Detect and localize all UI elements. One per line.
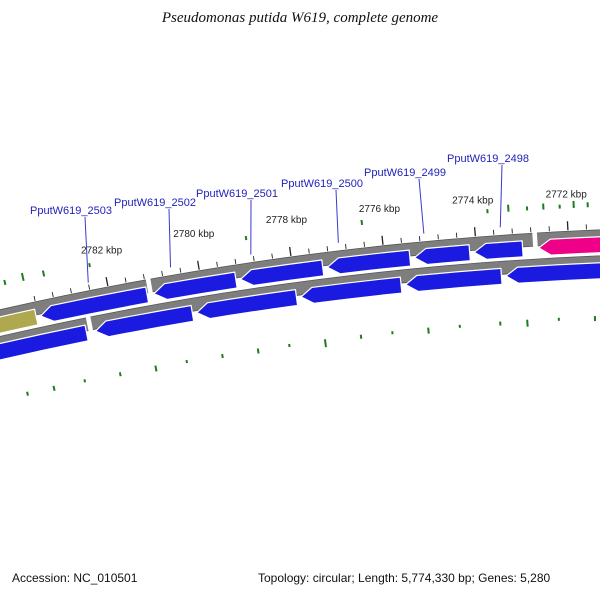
genome-summary-text: Topology: circular; Length: 5,774,330 bp… bbox=[258, 571, 551, 585]
scale-tick-label: 2782 kbp bbox=[81, 246, 123, 257]
scale-minor-tick bbox=[400, 237, 402, 243]
gene-arrow-PputW619_2499[interactable] bbox=[413, 244, 471, 266]
feature-tick bbox=[244, 235, 248, 241]
backbone-gap bbox=[85, 314, 96, 342]
scale-major-tick bbox=[105, 277, 109, 287]
scale-tick-label: 2776 kbp bbox=[359, 204, 401, 215]
gene-arrow[interactable] bbox=[0, 324, 89, 361]
feature-tick bbox=[26, 391, 29, 396]
scale-minor-tick bbox=[363, 241, 365, 247]
backbone-gap bbox=[532, 230, 539, 258]
scale-minor-tick bbox=[88, 284, 91, 290]
scale-tick-label: 2772 kbp bbox=[546, 189, 588, 200]
scale-major-tick bbox=[197, 260, 200, 270]
gene-leader-line bbox=[418, 178, 425, 234]
scale-tick-label: 2778 kbp bbox=[266, 215, 308, 226]
gene-arrow-PputW619_2501[interactable] bbox=[239, 259, 325, 287]
feature-tick bbox=[360, 219, 364, 226]
scale-minor-tick bbox=[308, 248, 310, 254]
feature-tick bbox=[88, 262, 91, 268]
gene-arrow[interactable] bbox=[299, 276, 403, 304]
scale-minor-tick bbox=[51, 292, 54, 298]
gene-arrow-PputW619_2500[interactable] bbox=[326, 249, 412, 275]
scale-major-tick bbox=[289, 246, 292, 257]
scale-minor-tick bbox=[326, 246, 329, 252]
scale-minor-tick bbox=[345, 243, 347, 249]
accession-text: Accession: NC_010501 bbox=[12, 571, 138, 585]
feature-tick bbox=[323, 339, 327, 348]
scale-minor-tick bbox=[124, 277, 127, 283]
gene-arrow[interactable] bbox=[94, 304, 195, 338]
scale-minor-tick bbox=[252, 256, 255, 262]
gene-leader-line bbox=[335, 189, 339, 243]
gene-arrow[interactable] bbox=[504, 262, 600, 284]
chart-title: Pseudomonas putida W619, complete genome bbox=[161, 10, 439, 26]
scale-minor-tick bbox=[69, 288, 72, 294]
feature-tick bbox=[52, 385, 56, 391]
gene-arrow-PputW619_2498[interactable] bbox=[473, 240, 524, 261]
scale-minor-tick bbox=[271, 253, 273, 259]
scale-tick-label: 2774 kbp bbox=[452, 195, 494, 206]
gene-label[interactable]: PputW619_2503 bbox=[30, 205, 112, 217]
scale-tick-label: 2780 kbp bbox=[173, 229, 215, 240]
scale-minor-tick bbox=[234, 258, 237, 264]
gene-leader-line bbox=[84, 216, 89, 283]
feature-tick bbox=[83, 379, 87, 383]
gene-label[interactable]: PputW619_2500 bbox=[281, 178, 363, 190]
feature-tick bbox=[221, 353, 224, 359]
scale-minor-tick bbox=[216, 261, 218, 267]
feature-tick bbox=[118, 372, 122, 377]
feature-tick bbox=[154, 365, 158, 372]
scale-minor-tick bbox=[33, 295, 36, 301]
feature-tick bbox=[185, 359, 189, 364]
scale-major-tick bbox=[473, 227, 476, 237]
gene-leader-line bbox=[499, 164, 503, 228]
feature-tick bbox=[256, 348, 260, 354]
scale-major-tick bbox=[381, 235, 384, 245]
feature-tick bbox=[41, 270, 46, 277]
gene-label[interactable]: PputW619_2502 bbox=[114, 197, 196, 209]
gene-label[interactable]: PputW619_2498 bbox=[447, 153, 529, 165]
gene-arrow[interactable] bbox=[537, 236, 600, 256]
gene-arrow[interactable] bbox=[195, 288, 299, 320]
gene-arrow[interactable] bbox=[0, 308, 39, 338]
gene-label[interactable]: PputW619_2499 bbox=[364, 167, 446, 179]
gene-arrow-PputW619_2502[interactable] bbox=[152, 271, 238, 301]
backbone-gap bbox=[145, 277, 155, 304]
scale-minor-tick bbox=[161, 270, 164, 276]
gene-arrow-PputW619_2503[interactable] bbox=[39, 286, 150, 322]
feature-tick bbox=[427, 327, 430, 334]
feature-tick bbox=[20, 272, 25, 282]
gene-label[interactable]: PputW619_2501 bbox=[196, 188, 278, 200]
gene-leader-line bbox=[168, 208, 172, 268]
scale-minor-tick bbox=[142, 274, 145, 280]
gene-arrow[interactable] bbox=[404, 267, 503, 293]
scale-minor-tick bbox=[179, 267, 182, 273]
feature-tick bbox=[3, 279, 7, 286]
